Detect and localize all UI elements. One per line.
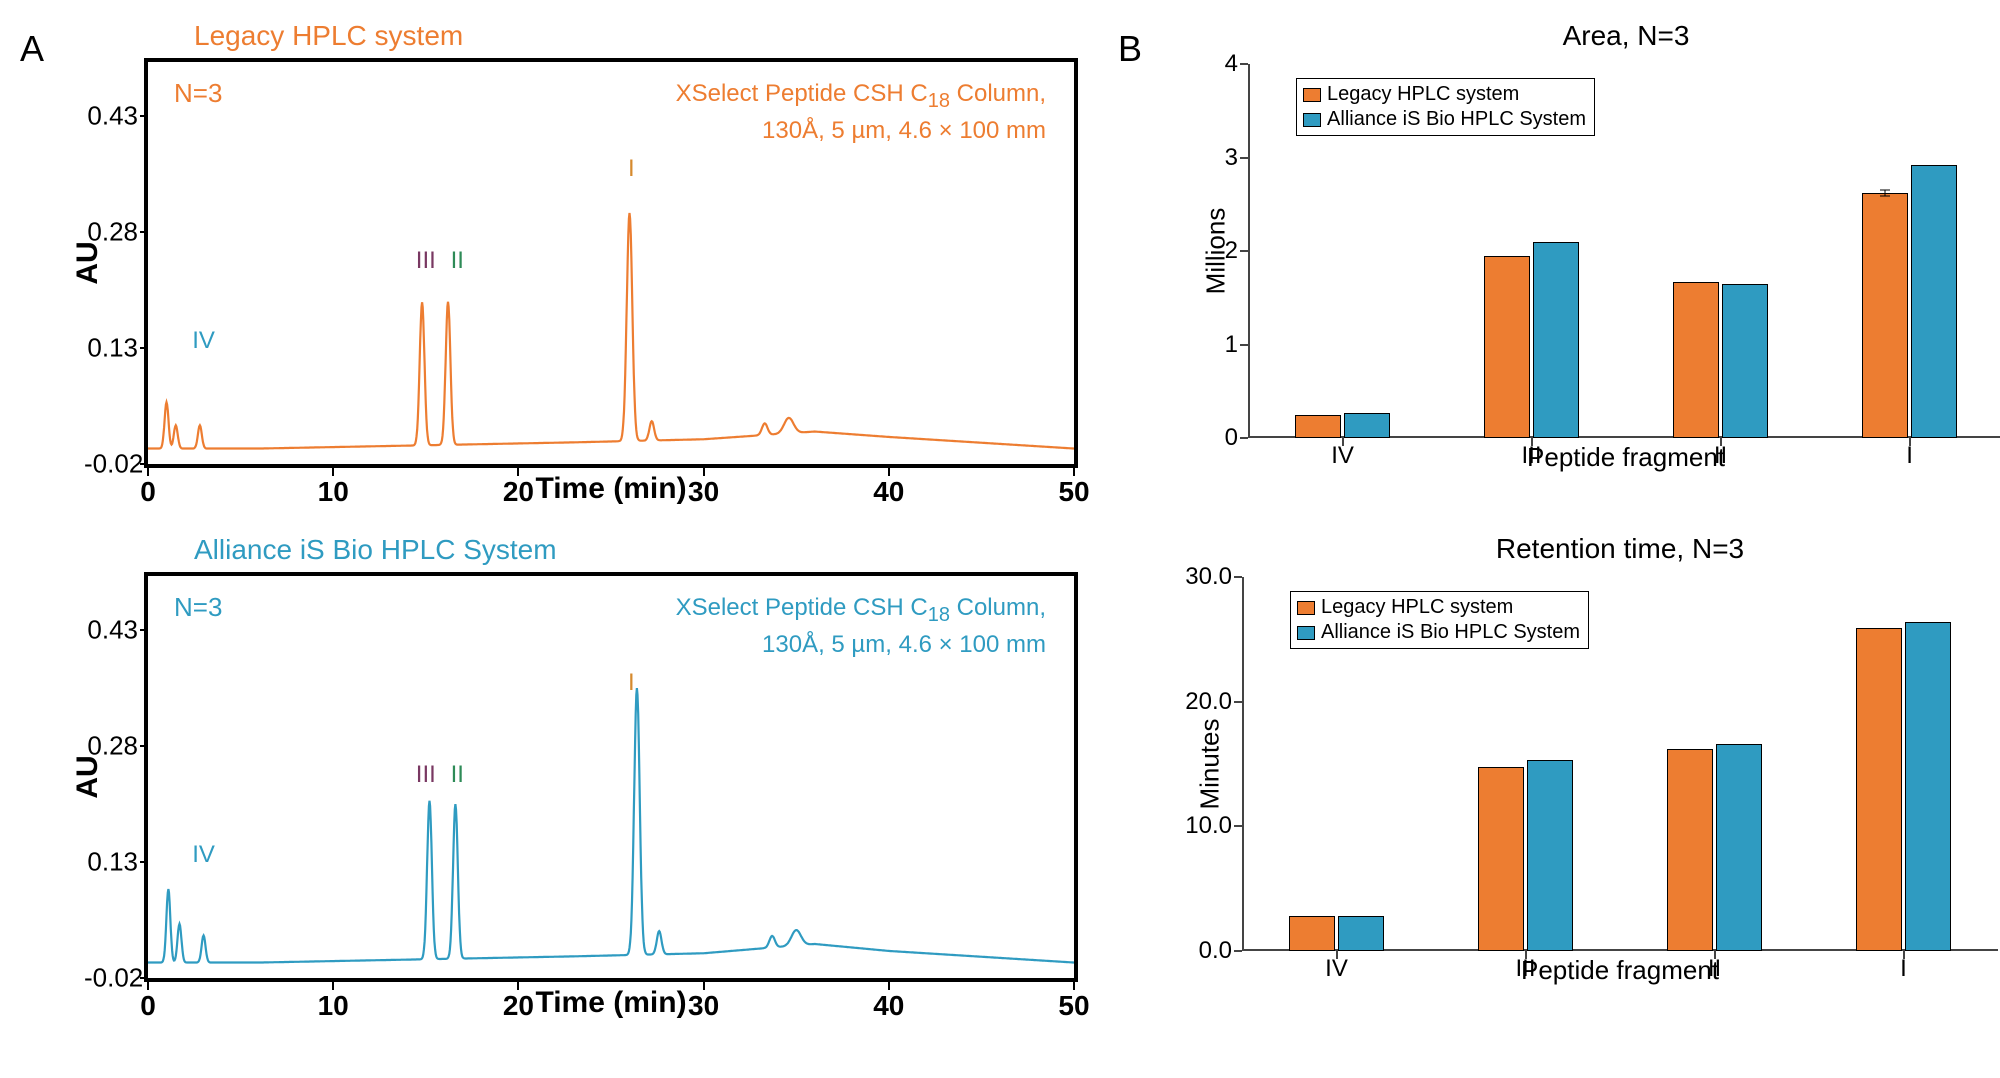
x-tick-label: 20 xyxy=(503,990,534,1022)
y-tick-label: 0.13 xyxy=(84,847,138,878)
peak-label-III: III xyxy=(416,247,436,275)
x-tick-label: 10 xyxy=(318,990,349,1022)
legend-swatch xyxy=(1297,601,1315,615)
y-tick-label: 0.0 xyxy=(1199,937,1232,965)
bar xyxy=(1905,622,1950,951)
x-tick-label: 0 xyxy=(140,476,156,508)
panel-b: BArea, N=3Millions01234IVIIIIIILegacy HP… xyxy=(1118,20,1998,1058)
bar xyxy=(1295,415,1340,438)
y-axis-label: Minutes xyxy=(1195,718,1226,809)
bar xyxy=(1862,193,1907,438)
y-axis-label: AU xyxy=(71,241,105,284)
legend-label: Legacy HPLC system xyxy=(1327,83,1519,106)
legend-label: Legacy HPLC system xyxy=(1321,596,1513,619)
bar-chart: BArea, N=3Millions01234IVIIIIIILegacy HP… xyxy=(1118,20,1998,473)
y-tick-label: -0.02 xyxy=(84,449,138,480)
bar xyxy=(1667,749,1712,951)
y-tick-label: 0 xyxy=(1225,424,1238,452)
x-tick-label: II xyxy=(1714,442,1727,470)
bar xyxy=(1338,916,1383,951)
column-info-label: XSelect Peptide CSH C18 Column,130Å, 5 µ… xyxy=(676,592,1046,661)
bar xyxy=(1856,628,1901,951)
y-axis-label: AU xyxy=(71,755,105,798)
x-tick-label: II xyxy=(1708,955,1721,983)
bar xyxy=(1673,282,1718,438)
panel-a: A Legacy HPLC system AU -0.02 0.13 0.28 0.43 0 1… xyxy=(20,20,1078,1058)
n-label: N=3 xyxy=(174,592,222,623)
bar xyxy=(1716,744,1761,951)
x-tick-label: III xyxy=(1522,442,1542,470)
y-tick-label: 0.13 xyxy=(84,333,138,364)
x-tick-label: 10 xyxy=(318,476,349,508)
bar xyxy=(1911,165,1956,438)
y-tick-label: 3 xyxy=(1225,144,1238,172)
x-tick-label: IV xyxy=(1325,955,1348,983)
panel-a-label: A xyxy=(20,28,44,70)
legend-swatch xyxy=(1303,113,1321,127)
y-tick-label: -0.02 xyxy=(84,963,138,994)
legend: Legacy HPLC systemAlliance iS Bio HPLC S… xyxy=(1296,78,1595,136)
chromatogram-legacy: A Legacy HPLC system AU -0.02 0.13 0.28 0.43 0 1… xyxy=(20,20,1078,506)
peak-label-III: III xyxy=(416,761,436,789)
peak-label-II: II xyxy=(451,761,464,789)
peak-label-IV: IV xyxy=(192,327,215,355)
x-tick-label: III xyxy=(1516,955,1536,983)
x-axis-label: Time (min) xyxy=(144,986,1078,1020)
bar xyxy=(1344,413,1389,438)
y-tick-label: 10.0 xyxy=(1185,812,1232,840)
y-tick-label: 30.0 xyxy=(1185,563,1232,591)
legend-label: Alliance iS Bio HPLC System xyxy=(1327,108,1586,131)
legend: Legacy HPLC systemAlliance iS Bio HPLC S… xyxy=(1290,591,1589,649)
peak-label-I: I xyxy=(628,669,635,697)
y-tick-label: 0.28 xyxy=(84,731,138,762)
y-tick-label: 20.0 xyxy=(1185,688,1232,716)
y-tick-label: 2 xyxy=(1225,237,1238,265)
legend-label: Alliance iS Bio HPLC System xyxy=(1321,621,1580,644)
x-tick-label: 30 xyxy=(688,990,719,1022)
bar xyxy=(1722,284,1767,438)
y-tick-label: 0.43 xyxy=(84,615,138,646)
x-tick-label: 50 xyxy=(1058,990,1089,1022)
x-axis-label: Time (min) xyxy=(144,472,1078,506)
legend-swatch xyxy=(1303,88,1321,102)
y-tick-label: 1 xyxy=(1225,331,1238,359)
x-tick-label: 50 xyxy=(1058,476,1089,508)
peak-label-I: I xyxy=(628,155,635,183)
column-info-label: XSelect Peptide CSH C18 Column,130Å, 5 µ… xyxy=(676,78,1046,147)
bar-chart-title: Area, N=3 xyxy=(1248,20,2000,52)
panel-b-label: B xyxy=(1118,28,1142,70)
x-tick-label: IV xyxy=(1331,442,1354,470)
n-label: N=3 xyxy=(174,78,222,109)
x-tick-label: 30 xyxy=(688,476,719,508)
x-tick-label: I xyxy=(1900,955,1907,983)
x-tick-label: 40 xyxy=(873,476,904,508)
bar xyxy=(1533,242,1578,438)
y-tick-label: 4 xyxy=(1225,50,1238,78)
y-tick-label: 0.28 xyxy=(84,217,138,248)
bar xyxy=(1478,767,1523,952)
chromatogram-title: Alliance iS Bio HPLC System xyxy=(194,534,1078,566)
chromatogram-alliance: Alliance iS Bio HPLC System AU -0.02 0.13 0.… xyxy=(20,534,1078,1020)
bar xyxy=(1289,916,1334,951)
bar xyxy=(1527,760,1572,951)
bar-chart: Retention time, N=3 Minutes 0.0 10.0 20.0 30.… xyxy=(1118,533,1998,986)
x-tick-label: 0 xyxy=(140,990,156,1022)
x-tick-label: 20 xyxy=(503,476,534,508)
peak-label-IV: IV xyxy=(192,841,215,869)
x-axis-label: Peptide fragment xyxy=(1248,442,2000,473)
y-tick-label: 0.43 xyxy=(84,101,138,132)
legend-swatch xyxy=(1297,626,1315,640)
chromatogram-title: Legacy HPLC system xyxy=(194,20,1078,52)
bar-chart-title: Retention time, N=3 xyxy=(1242,533,1998,565)
x-tick-label: I xyxy=(1906,442,1913,470)
peak-label-II: II xyxy=(451,247,464,275)
bar xyxy=(1484,256,1529,438)
x-axis-label: Peptide fragment xyxy=(1242,955,1998,986)
x-tick-label: 40 xyxy=(873,990,904,1022)
